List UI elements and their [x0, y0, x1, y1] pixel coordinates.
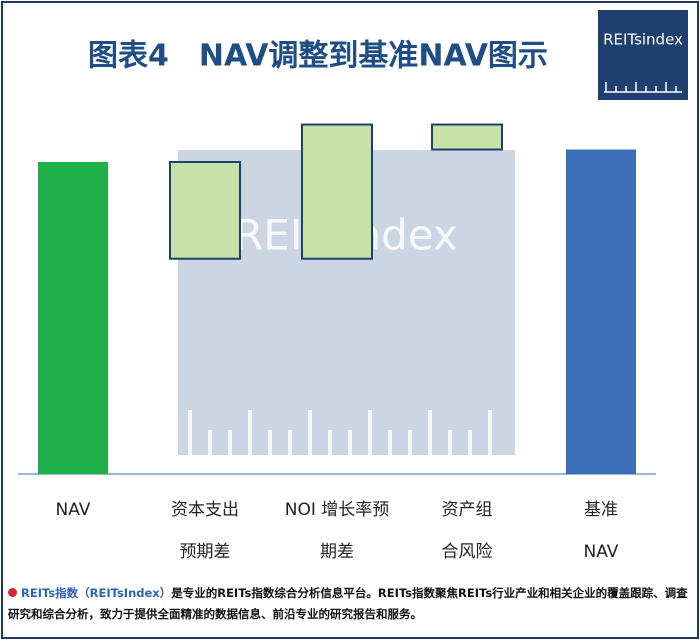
logo-box [598, 10, 688, 100]
x-tick-label: 期差 [320, 542, 354, 562]
footer-icon [8, 588, 17, 597]
x-tick-label: 资本支出 [171, 500, 239, 520]
bar [38, 162, 108, 474]
footer: REITs指数（REITsIndex）是专业的REITs指数综合分析信息平台。R… [8, 583, 692, 625]
watermark-ruler [188, 410, 492, 455]
logo-ruler [604, 82, 682, 93]
x-tick-label: NAV [584, 542, 619, 562]
bar [169, 161, 241, 260]
x-tick-label: 资产组 [442, 500, 493, 520]
x-tick-label: NAV [56, 500, 91, 520]
x-tick-label: NOI 增长率预 [285, 500, 390, 520]
footer-brand: REITs指数（REITsIndex） [21, 586, 172, 600]
chart: 图表4 NAV调整到基准NAV图示 REITsindex REITsindex … [18, 10, 688, 562]
title: 图表4 NAV调整到基准NAV图示 [88, 39, 548, 74]
bar [431, 123, 503, 151]
bar [301, 123, 373, 260]
footer-text: 是专业的REITs指数综合分析信息平台。REITs指数聚焦REITs行业产业和相… [8, 586, 688, 621]
x-tick-label: 合风险 [442, 542, 493, 562]
x-tick-label: 基准 [584, 500, 618, 520]
bar [566, 149, 636, 474]
x-tick-label: 预期差 [180, 542, 231, 562]
logo: REITsindex [603, 31, 683, 49]
